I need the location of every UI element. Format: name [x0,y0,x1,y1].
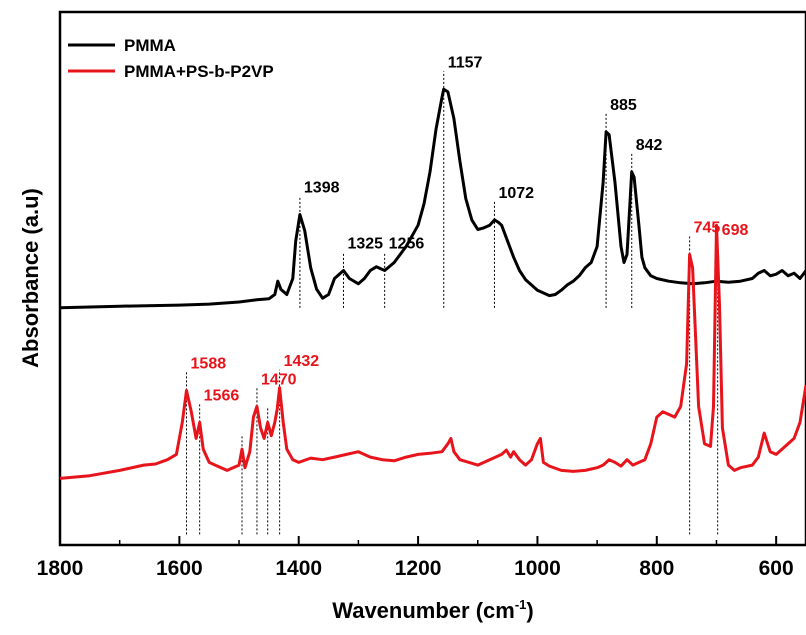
peak-label-1566: 1566 [204,387,240,404]
y-axis-title: Absorbance (a.u) [18,188,43,368]
legend-label-pmma-ps-b-p2vp: PMMA+PS-b-P2VP [124,62,274,81]
x-tick-label-1600: 1600 [156,557,203,580]
peak-label-842: 842 [636,137,663,154]
legend-label-pmma: PMMA [124,36,176,55]
x-axis-title-main: Wavenumber (cm [332,598,515,623]
x-tick-label-1000: 1000 [514,557,561,580]
series-layer [59,87,806,480]
peak-label-1588: 1588 [191,355,227,372]
x-tick-layer: 1800 1600 1400 1200 1000 800 600 [37,536,794,580]
peak-label-1325: 1325 [347,236,383,253]
peak-label-1432: 1432 [284,353,320,370]
plot-frame [58,10,806,547]
x-tick-label-800: 800 [639,557,674,580]
x-tick-label-1200: 1200 [395,557,442,580]
x-axis-title: Wavenumber (cm-1) [332,597,533,623]
x-tick-label-1800: 1800 [37,557,84,580]
peak-label-1256: 1256 [389,236,425,253]
peak-label-layer: 1398 1325 1256 1157 1072 885 842 1588 1566 147014… [191,54,749,404]
x-tick-label-600: 600 [759,557,794,580]
peak-label-1398: 1398 [304,180,340,197]
peak-label-1470: 1470 [261,371,297,388]
x-tick-label-1400: 1400 [275,557,322,580]
x-axis-title-superscript: -1 [515,597,527,612]
peak-label-885: 885 [610,97,637,114]
series-line-0 [59,87,806,310]
series-line-1 [59,223,806,480]
peak-label-1157: 1157 [448,54,483,71]
peak-label-745: 745 [694,220,721,237]
peak-label-1072: 1072 [498,185,534,202]
peak-label-698: 698 [722,222,749,239]
x-axis-title-close: ) [526,598,533,623]
legend: PMMA PMMA+PS-b-P2VP [68,36,274,81]
